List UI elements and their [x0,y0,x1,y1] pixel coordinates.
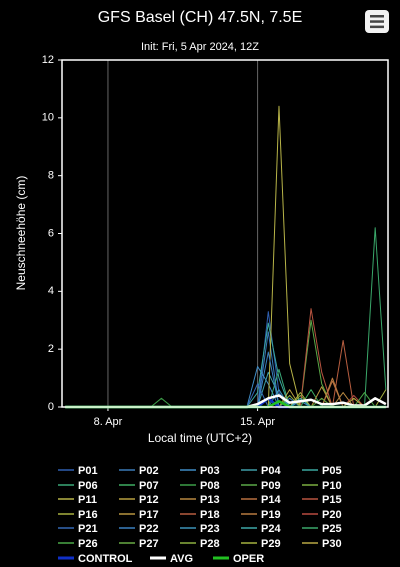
y-axis-label: Neuschneehöhe (cm) [14,176,28,291]
legend-label: P02 [139,465,159,477]
y-tick-label: 2 [48,343,54,355]
legend-label: P25 [322,523,342,535]
plot-border [61,59,389,408]
legend-label: AVG [170,553,193,565]
legend-label: P28 [200,538,220,550]
menu-bar[interactable] [370,25,384,29]
y-tick-label: 0 [48,401,54,413]
legend-label: P07 [139,480,159,492]
legend-label: CONTROL [78,553,133,565]
legend-label: P21 [78,523,98,535]
legend-label: P04 [261,465,281,477]
legend-label: P05 [322,465,342,477]
y-tick-label: 4 [48,285,54,297]
legend-label: P08 [200,480,220,492]
chart-title: GFS Basel (CH) 47.5N, 7.5E [98,9,303,26]
x-tick-label: 8. Apr [94,416,123,428]
x-tick-label: 15. Apr [240,416,275,428]
menu-bar[interactable] [370,15,384,18]
chart-subtitle: Init: Fri, 5 Apr 2024, 12Z [141,41,259,53]
x-axis-label: Local time (UTC+2) [148,431,252,445]
legend-label: P29 [261,538,281,550]
legend-label: P20 [322,509,342,521]
legend-label: P11 [78,494,97,506]
legend-label: P14 [261,494,281,506]
legend-label: P19 [261,509,281,521]
legend-label: P30 [322,538,342,550]
legend-label: P23 [200,523,220,535]
legend-label: P10 [322,480,342,492]
legend-label: P24 [261,523,281,535]
legend-label: P26 [78,538,98,550]
legend-label: P18 [200,509,220,521]
legend-label: P15 [322,494,342,506]
y-tick-label: 12 [42,54,54,66]
menu-bar[interactable] [370,20,384,23]
y-tick-label: 6 [48,227,54,239]
legend-label: P03 [200,465,220,477]
legend-label: P27 [139,538,159,550]
legend-label: P16 [78,509,98,521]
y-tick-label: 10 [42,112,54,124]
legend-label: P01 [78,465,98,477]
legend-label: P06 [78,480,98,492]
legend-label: OPER [233,553,264,565]
menu-button[interactable] [365,10,389,33]
legend-label: P22 [139,523,159,535]
legend-label: P12 [139,494,159,506]
y-tick-label: 8 [48,170,54,182]
legend-label: P17 [139,509,159,521]
legend-label: P09 [261,480,281,492]
legend-label: P13 [200,494,220,506]
